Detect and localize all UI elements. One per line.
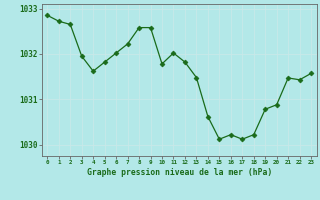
X-axis label: Graphe pression niveau de la mer (hPa): Graphe pression niveau de la mer (hPa) (87, 168, 272, 177)
